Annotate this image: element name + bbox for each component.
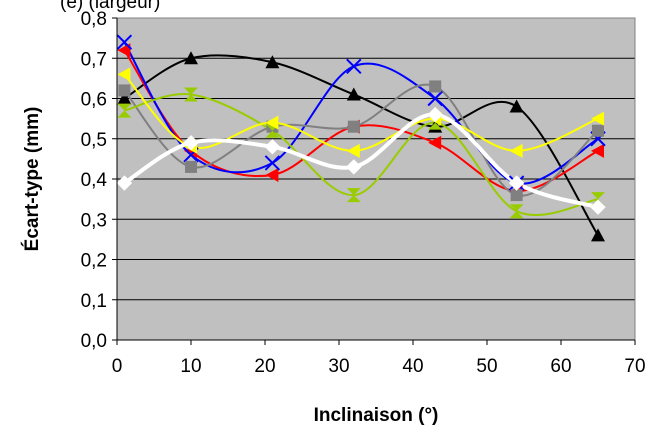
series-markers-4 (118, 80, 604, 202)
data-point (509, 204, 524, 219)
data-point (116, 175, 133, 191)
series-line-1 (123, 54, 599, 236)
y-tick-label: 0,1 (81, 291, 107, 312)
data-point (184, 87, 198, 102)
data-point (509, 143, 523, 158)
series-markers-7 (116, 106, 606, 215)
data-point (265, 167, 279, 182)
data-point (117, 67, 131, 82)
x-tick-label: 30 (328, 356, 349, 377)
data-point (117, 43, 131, 58)
data-point (427, 106, 443, 123)
data-point (591, 228, 605, 242)
series-line-5 (124, 93, 599, 217)
data-point (346, 188, 361, 203)
x-tick-label: 70 (624, 356, 645, 377)
x-tick-label: 20 (254, 356, 275, 377)
data-point (429, 80, 442, 93)
data-point (264, 139, 281, 155)
data-point (346, 143, 360, 158)
x-tick-label: 50 (476, 356, 497, 377)
chart-title: (e) (largeur) (60, 0, 160, 13)
y-tick-label: 0,3 (81, 210, 107, 231)
series-markers-3 (116, 34, 606, 191)
data-point (116, 34, 133, 50)
data-point (509, 99, 524, 113)
y-tick-label: 0,5 (81, 130, 107, 151)
data-point (118, 84, 131, 97)
data-point (428, 135, 442, 150)
x-tick-label: 0 (112, 356, 123, 377)
y-axis-tick-labels: 0,0 0,1 0,2 0,3 0,4 0,5 0,6 0,7 0,8 (81, 9, 108, 352)
x-tick-label: 40 (402, 356, 423, 377)
data-point (347, 120, 360, 133)
y-axis-title: Écart-type (mm) (21, 107, 43, 252)
y-tick-label: 0,4 (81, 170, 108, 191)
series-markers (116, 34, 606, 242)
data-point (591, 143, 604, 158)
data-point (510, 189, 523, 202)
data-point (591, 192, 605, 207)
x-axis-title: Inclinaison (°) (314, 405, 439, 426)
data-point (183, 135, 199, 151)
x-axis-tick-labels: 0 10 20 30 40 50 60 70 (112, 356, 646, 377)
data-point (183, 147, 199, 163)
data-point (346, 159, 362, 175)
data-point (592, 124, 604, 137)
x-tick-label: 10 (180, 356, 201, 377)
data-point (265, 115, 279, 130)
x-tick-label: 60 (550, 356, 571, 377)
data-point (590, 131, 606, 147)
data-point (590, 199, 606, 215)
data-point (346, 87, 361, 101)
data-point (117, 103, 132, 118)
series-markers-1 (117, 51, 605, 242)
data-point (427, 90, 443, 107)
data-point (184, 51, 198, 65)
data-point (346, 58, 362, 75)
y-tick-label: 0,0 (81, 331, 107, 352)
data-point (265, 55, 280, 69)
tick-marks (112, 17, 636, 345)
data-point (117, 91, 132, 105)
data-point (264, 155, 281, 171)
y-tick-label: 0,6 (81, 90, 107, 111)
data-point (508, 175, 525, 191)
y-tick-label: 0,8 (81, 9, 107, 30)
data-point (591, 111, 604, 126)
data-point (185, 160, 197, 173)
y-tick-label: 0,7 (81, 49, 107, 70)
y-tick-label: 0,2 (81, 251, 107, 272)
